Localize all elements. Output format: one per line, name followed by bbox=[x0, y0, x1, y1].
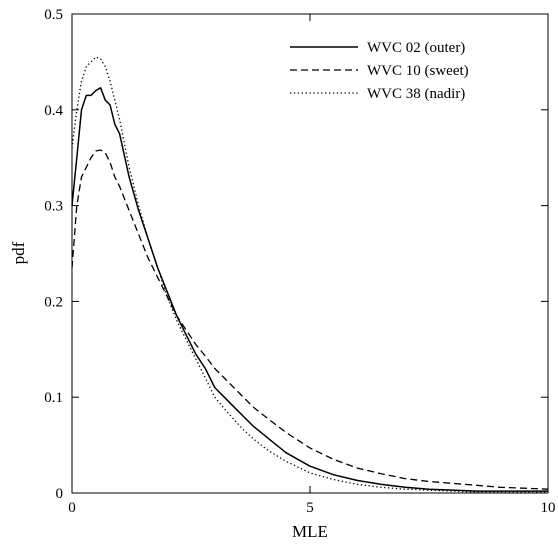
series-line-2 bbox=[71, 149, 549, 490]
x-axis-ticks: 0 5 10 bbox=[68, 14, 556, 516]
x-axis-label: MLE bbox=[292, 522, 328, 541]
x-tick-label: 5 bbox=[306, 500, 314, 516]
series-line-1 bbox=[71, 87, 548, 492]
y-tick-label: 0.5 bbox=[44, 7, 63, 23]
series-line-3 bbox=[71, 56, 548, 493]
y-tick-label: 0.4 bbox=[44, 103, 63, 119]
y-tick-label: 0.1 bbox=[44, 390, 63, 406]
x-tick-label: 10 bbox=[541, 500, 556, 516]
x-tick-label: 0 bbox=[68, 500, 76, 516]
legend-label: WVC 10 (sweet) bbox=[367, 63, 469, 79]
y-axis-ticks: 0 0.1 0.2 0.3 0.4 0.5 bbox=[44, 7, 548, 502]
y-tick-label: 0.3 bbox=[44, 199, 63, 215]
legend-label: WVC 02 (outer) bbox=[367, 40, 465, 56]
legend-label: WVC 38 (nadir) bbox=[367, 86, 465, 102]
y-tick-label: 0 bbox=[56, 486, 64, 502]
plot-frame bbox=[71, 13, 549, 494]
series-lines bbox=[71, 56, 549, 493]
y-axis-label: pdf bbox=[9, 241, 28, 264]
legend: WVC 02 (outer) WVC 10 (sweet) WVC 38 (nadi… bbox=[290, 40, 469, 102]
y-tick-label: 0.2 bbox=[44, 294, 63, 310]
